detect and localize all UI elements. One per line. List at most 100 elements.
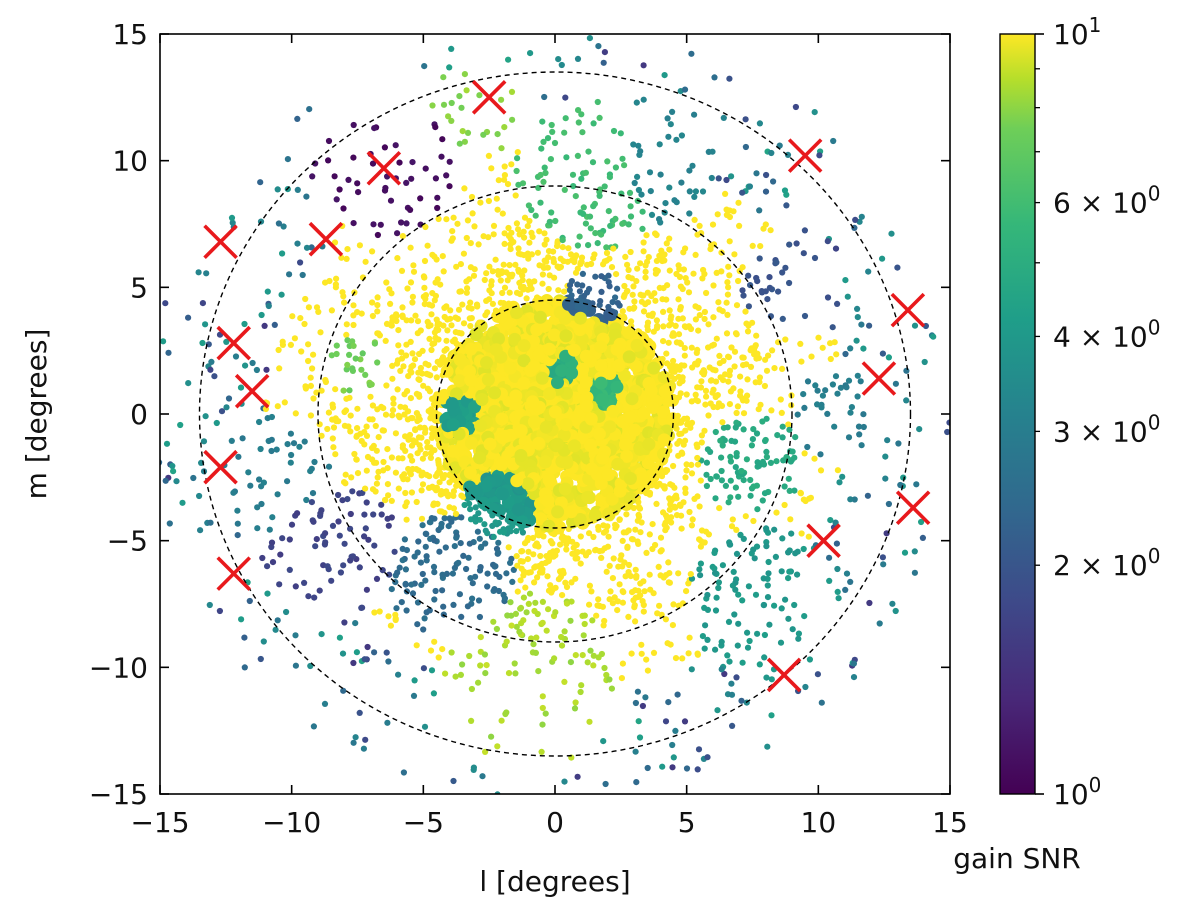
scatter-point [363, 432, 371, 439]
scatter-point [541, 93, 548, 101]
scatter-point [718, 638, 725, 646]
scatter-point [695, 327, 702, 334]
scatter-point [455, 306, 463, 313]
scatter-point [286, 566, 293, 574]
scatter-point [829, 381, 837, 388]
scatter-point [469, 210, 476, 217]
scatter-point [660, 483, 667, 490]
scatter-point [307, 412, 314, 419]
scatter-point [412, 312, 419, 319]
scatter-point [679, 374, 686, 381]
scatter-point [305, 357, 312, 365]
scatter-point [754, 630, 761, 637]
scatter-point [513, 528, 520, 535]
scatter-point [530, 323, 544, 337]
scatter-point [732, 424, 739, 431]
scatter-point [234, 520, 241, 527]
scatter-point [744, 629, 751, 636]
scatter-point [405, 373, 412, 380]
scatter-point [685, 420, 692, 427]
scatter-point [710, 314, 717, 321]
scatter-point [281, 399, 288, 406]
scatter-point [280, 223, 287, 230]
scatter-point [485, 152, 492, 159]
scatter-point [199, 300, 206, 307]
scatter-point [269, 514, 276, 521]
scatter-point [630, 305, 637, 312]
scatter-point [627, 213, 635, 220]
scatter-point [681, 345, 688, 352]
scatter-point [601, 183, 608, 190]
scatter-point [613, 271, 620, 278]
scatter-point [563, 154, 570, 161]
scatter-point [496, 487, 509, 501]
scatter-point [718, 268, 725, 275]
scatter-point [458, 492, 465, 499]
scatter-point [430, 563, 438, 571]
scatter-point [629, 589, 636, 596]
scatter-point [882, 453, 889, 460]
scatter-point [640, 96, 647, 103]
scatter-point [348, 474, 355, 481]
scatter-point [229, 219, 236, 226]
scatter-point [705, 321, 712, 328]
scatter-point [864, 492, 872, 499]
scatter-point [350, 321, 357, 329]
scatter-point [455, 559, 462, 566]
scatter-point [402, 581, 409, 588]
scatter-point [558, 482, 572, 496]
scatter-point [456, 140, 463, 147]
scatter-point [416, 376, 423, 383]
scatter-point [774, 432, 781, 439]
scatter-point [558, 534, 565, 542]
scatter-point [505, 56, 512, 63]
scatter-point [686, 167, 693, 174]
scatter-point [617, 130, 624, 137]
scatter-point [717, 437, 724, 444]
scatter-point [482, 527, 489, 534]
scatter-point [608, 685, 616, 692]
scatter-point [389, 412, 396, 419]
scatter-point [628, 536, 636, 543]
scatter-point [488, 386, 502, 400]
scatter-point [574, 152, 582, 159]
scatter-point [410, 692, 418, 700]
scatter-point [598, 231, 605, 238]
scatter-point [580, 399, 594, 413]
scatter-point [461, 185, 468, 192]
scatter-point [801, 450, 808, 457]
scatter-point [834, 467, 842, 474]
scatter-point [596, 192, 603, 199]
scatter-point [687, 424, 694, 431]
scatter-point [525, 202, 533, 209]
scatter-point [716, 505, 723, 512]
scatter-point [763, 525, 770, 532]
scatter-point [443, 216, 450, 223]
scatter-point [263, 366, 270, 373]
scatter-point [439, 646, 446, 653]
scatter-point [643, 656, 650, 663]
scatter-point [467, 299, 474, 306]
scatter-point [683, 467, 690, 474]
scatter-point [544, 264, 551, 271]
scatter-point [778, 568, 785, 575]
scatter-point [303, 244, 311, 251]
scatter-point [481, 521, 488, 528]
scatter-point [721, 670, 728, 678]
scatter-point [279, 535, 286, 542]
scatter-point [592, 546, 600, 553]
scatter-point [492, 256, 499, 263]
scatter-point [654, 610, 661, 617]
scatter-point [575, 119, 582, 126]
scatter-point [561, 778, 568, 785]
scatter-point [827, 355, 834, 363]
scatter-point [521, 477, 535, 491]
scatter-point [399, 557, 406, 564]
scatter-point [640, 62, 647, 69]
scatter-point [606, 283, 613, 290]
scatter-point [531, 278, 538, 285]
scatter-point [292, 583, 299, 590]
scatter-point [606, 255, 613, 262]
scatter-point [499, 429, 513, 443]
scatter-point [421, 63, 428, 70]
